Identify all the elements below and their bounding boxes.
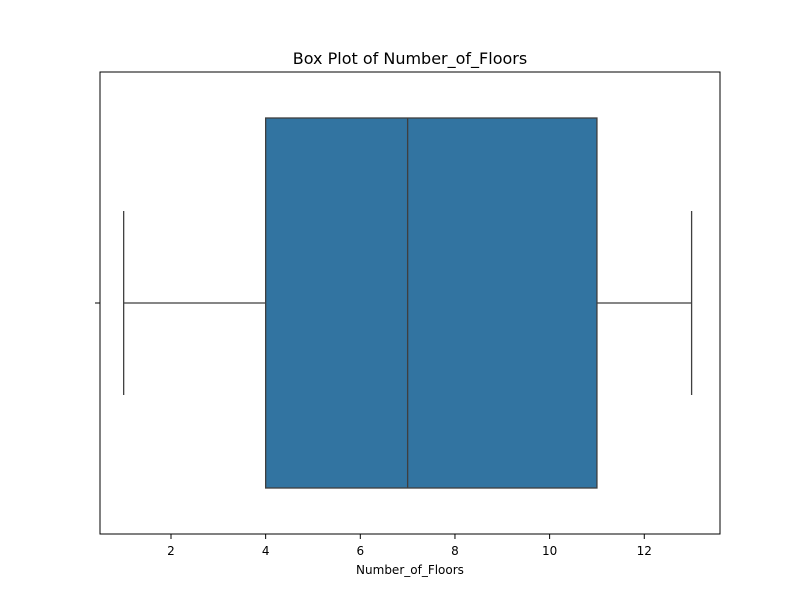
interquartile-box bbox=[264, 117, 598, 489]
x-tick-label: 10 bbox=[542, 544, 557, 558]
x-tick-label: 8 bbox=[451, 544, 459, 558]
x-tick-label: 12 bbox=[637, 544, 652, 558]
x-axis-ticks: 2 4 6 8 10 12 bbox=[167, 534, 652, 558]
x-axis-label: Number_of_Floors bbox=[356, 563, 464, 577]
box-group bbox=[123, 117, 693, 489]
x-tick-label: 4 bbox=[262, 544, 270, 558]
chart-title: Box Plot of Number_of_Floors bbox=[293, 49, 527, 69]
x-tick-label: 6 bbox=[356, 544, 364, 558]
x-tick-label: 2 bbox=[167, 544, 175, 558]
